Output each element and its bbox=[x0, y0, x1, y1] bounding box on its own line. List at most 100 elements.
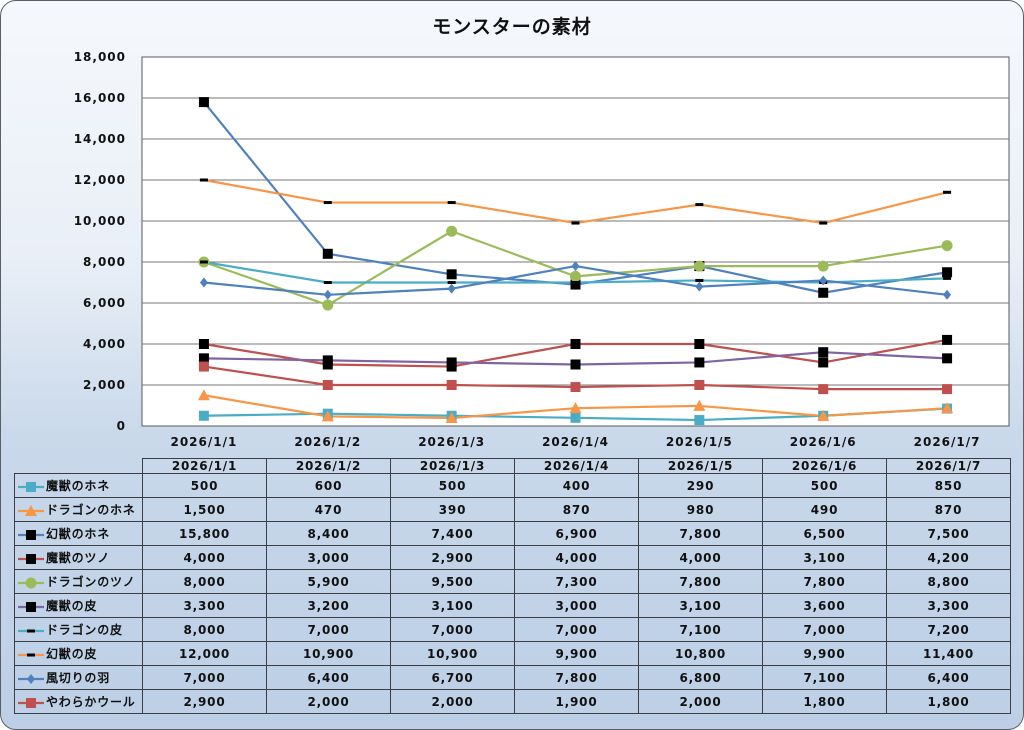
data-point-7-5 bbox=[819, 221, 828, 225]
table-cell: 3,100 bbox=[390, 593, 515, 618]
x-tick-label: 2026/1/2 bbox=[294, 435, 361, 449]
table-cell: 3,100 bbox=[638, 593, 763, 618]
table-cell: 850 bbox=[886, 473, 1011, 498]
data-point-3-0 bbox=[198, 339, 209, 349]
legend-entry: 幻獣の皮 bbox=[14, 641, 143, 666]
table-cell: 6,700 bbox=[390, 665, 515, 690]
table-cell: 3,600 bbox=[762, 593, 887, 618]
legend-key-icon bbox=[18, 577, 44, 588]
legend-label: 幻獣のホネ bbox=[46, 527, 111, 541]
legend-key-icon bbox=[18, 504, 44, 516]
table-column-header: 2026/1/3 bbox=[390, 458, 515, 474]
table-cell: 6,400 bbox=[886, 665, 1011, 690]
table-cell: 4,200 bbox=[886, 545, 1011, 570]
table-column-header: 2026/1/4 bbox=[514, 458, 639, 474]
table-cell: 500 bbox=[762, 473, 887, 498]
legend-entry: 魔獣のホネ bbox=[14, 473, 143, 498]
y-tick-label: 0 bbox=[117, 419, 126, 433]
legend-key-icon bbox=[18, 553, 44, 564]
table-cell: 870 bbox=[514, 497, 639, 522]
y-tick-label: 6,000 bbox=[83, 296, 126, 310]
data-point-6-3 bbox=[571, 281, 580, 284]
table-cell: 4,000 bbox=[142, 545, 267, 570]
x-tick-label: 2026/1/1 bbox=[170, 435, 237, 449]
table-cell: 6,400 bbox=[266, 665, 391, 690]
data-point-2-2 bbox=[446, 269, 457, 280]
legend-key-icon bbox=[18, 653, 44, 656]
table-cell: 390 bbox=[390, 497, 515, 522]
data-point-7-3 bbox=[571, 221, 580, 225]
data-point-3-6 bbox=[942, 334, 953, 345]
table-cell: 11,400 bbox=[886, 641, 1011, 666]
data-point-5-1 bbox=[322, 355, 333, 366]
data-point-2-1 bbox=[322, 248, 333, 259]
legend-entry: ドラゴンのホネ bbox=[14, 497, 143, 522]
data-point-8-0 bbox=[199, 277, 208, 288]
table-cell: 7,000 bbox=[142, 665, 267, 690]
data-point-9-3 bbox=[570, 382, 581, 393]
table-cell: 7,000 bbox=[762, 617, 887, 642]
table-cell: 400 bbox=[514, 473, 639, 498]
x-tick-label: 2026/1/7 bbox=[914, 435, 981, 449]
data-point-6-6 bbox=[943, 276, 952, 280]
table-row: ドラゴンのツノ 8,000 5,900 9,500 7,300 7,800 7,800 8,8… bbox=[14, 569, 1011, 594]
table-cell: 3,300 bbox=[142, 593, 267, 618]
legend-entry: ドラゴンのツノ bbox=[14, 569, 143, 594]
table-cell: 6,500 bbox=[762, 521, 887, 546]
data-point-6-1 bbox=[323, 281, 332, 284]
table-cell: 2,000 bbox=[390, 689, 515, 714]
legend-key-icon bbox=[18, 673, 44, 684]
table-cell: 3,100 bbox=[762, 545, 887, 570]
data-point-9-0 bbox=[198, 361, 209, 372]
table-cell: 290 bbox=[638, 473, 763, 498]
table-cell: 9,900 bbox=[514, 641, 639, 666]
data-point-7-6 bbox=[943, 190, 952, 194]
table-cell: 7,800 bbox=[762, 569, 887, 594]
table-cell: 4,000 bbox=[638, 545, 763, 570]
data-point-2-3 bbox=[570, 279, 581, 290]
legend-label: 魔獣の皮 bbox=[46, 599, 98, 613]
table-cell: 8,000 bbox=[142, 569, 267, 594]
table-row: 風切りの羽 7,000 6,400 6,700 7,800 6,800 7,100 6,400 bbox=[14, 665, 1011, 690]
legend-key-icon bbox=[18, 697, 44, 708]
data-point-0-3 bbox=[570, 412, 581, 423]
data-point-6-0 bbox=[199, 260, 208, 264]
y-tick-label: 8,000 bbox=[83, 255, 126, 269]
y-axis-ticks: 0 2,000 4,000 6,000 8,000 10,000 12,000 14,000 1… bbox=[74, 50, 126, 433]
data-point-3-5 bbox=[818, 357, 829, 368]
table-row: 幻獣の皮 12,000 10,900 10,900 9,900 10,800 9,900 11… bbox=[14, 641, 1011, 666]
table-column-header: 2026/1/1 bbox=[142, 458, 267, 474]
data-point-1-0 bbox=[197, 389, 210, 401]
data-point-1-2 bbox=[445, 412, 458, 424]
legend-entry: 魔獣のツノ bbox=[14, 545, 143, 570]
table-cell: 500 bbox=[390, 473, 515, 498]
data-point-5-3 bbox=[570, 359, 581, 370]
table-cell: 2,900 bbox=[142, 689, 267, 714]
data-point-9-1 bbox=[322, 380, 333, 390]
legend-label: ドラゴンのツノ bbox=[46, 575, 136, 589]
data-point-4-6 bbox=[941, 240, 953, 252]
data-point-6-2 bbox=[447, 281, 456, 284]
table-cell: 8,000 bbox=[142, 617, 267, 642]
data-point-9-2 bbox=[446, 380, 457, 390]
table-cell: 980 bbox=[638, 497, 763, 522]
legend-key-icon bbox=[18, 529, 44, 540]
legend-entry: 魔獣の皮 bbox=[14, 593, 143, 618]
table-cell: 7,000 bbox=[514, 617, 639, 642]
x-tick-label: 2026/1/5 bbox=[666, 435, 733, 449]
table-cell: 7,000 bbox=[390, 617, 515, 642]
table-cell: 7,800 bbox=[514, 665, 639, 690]
table-cell: 500 bbox=[142, 473, 267, 498]
table-cell: 4,000 bbox=[514, 545, 639, 570]
table-cell: 5,900 bbox=[266, 569, 391, 594]
table-cell: 7,400 bbox=[390, 521, 515, 546]
data-point-2-5 bbox=[818, 287, 829, 298]
table-cell: 7,000 bbox=[266, 617, 391, 642]
data-point-8-1 bbox=[323, 289, 332, 300]
table-cell: 7,200 bbox=[886, 617, 1011, 642]
table-cell: 870 bbox=[886, 497, 1011, 522]
legend-label: 幻獣の皮 bbox=[46, 647, 98, 661]
legend-entry: やわらかウール bbox=[14, 689, 143, 714]
table-column-header: 2026/1/2 bbox=[266, 458, 391, 474]
